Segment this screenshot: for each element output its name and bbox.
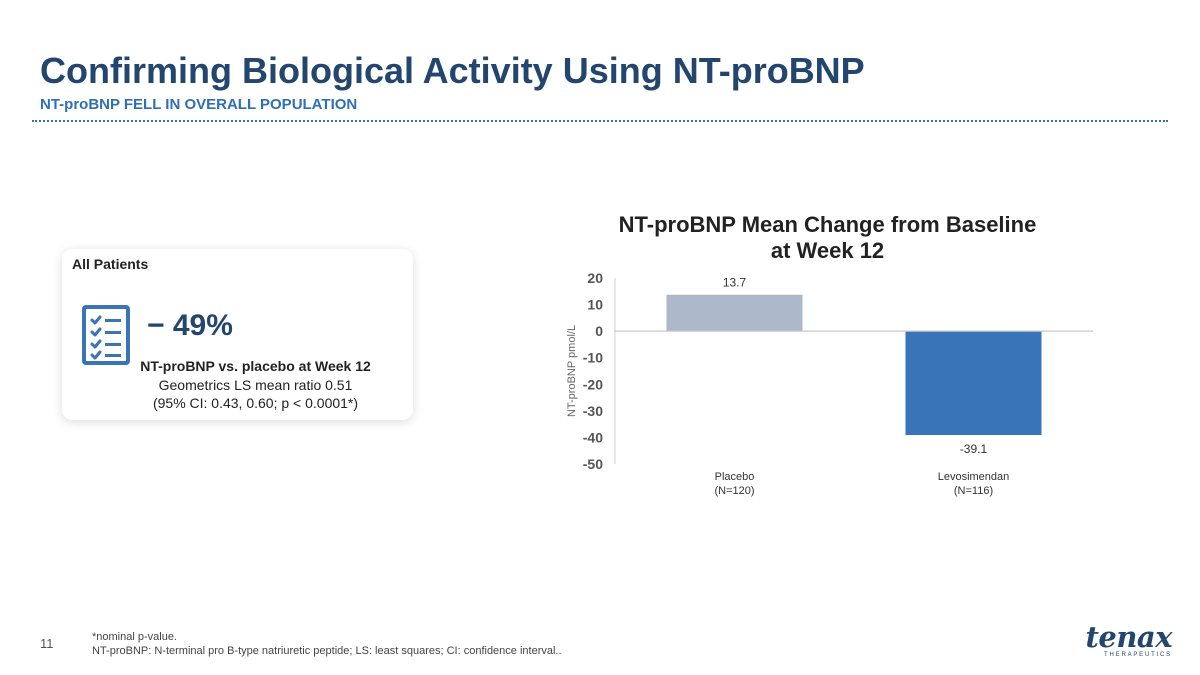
chart-title: NT-proBNP Mean Change from Baseline at W… bbox=[600, 212, 1055, 264]
logo-wordmark: tenax bbox=[1085, 620, 1172, 654]
y-tick-label: -50 bbox=[583, 456, 603, 472]
y-tick-label: 10 bbox=[587, 297, 603, 313]
page-title: Confirming Biological Activity Using NT-… bbox=[40, 50, 865, 91]
x-tick-label: Placebo bbox=[715, 471, 755, 483]
chart-title-line-1: NT-proBNP Mean Change from Baseline bbox=[618, 212, 1037, 237]
company-logo: tenax THERAPEUTICS bbox=[1072, 622, 1172, 658]
y-tick-label: -10 bbox=[583, 350, 603, 366]
page-subtitle: NT-proBNP FELL IN OVERALL POPULATION bbox=[40, 96, 358, 113]
x-tick-sample-size: (N=116) bbox=[954, 485, 993, 497]
page-number: 11 bbox=[40, 636, 54, 651]
bar-chart: 20 10 0 -10 -20 -30 -40 -50 NT-proBNP pmol/L 13.7… bbox=[566, 270, 1093, 497]
y-tick-label: -40 bbox=[583, 429, 603, 445]
y-tick-label: 0 bbox=[595, 323, 603, 339]
checklist-icon bbox=[82, 305, 130, 365]
y-tick-label: 20 bbox=[587, 270, 603, 286]
ratio-change-value: − 49% bbox=[147, 309, 233, 342]
card-ratio: Geometrics LS mean ratio 0.51 bbox=[158, 377, 353, 393]
card-ci: (95% CI: 0.43, 0.60; p < 0.0001*) bbox=[152, 395, 359, 411]
y-tick-label: -30 bbox=[583, 403, 603, 419]
chart-title-line-2: at Week 12 bbox=[770, 238, 885, 263]
footnote-abbreviations: NT-proBNP: N-terminal pro B-type natriur… bbox=[92, 645, 562, 657]
card-comparison: NT-proBNP vs. placebo at Week 12 bbox=[140, 358, 371, 374]
y-tick-label: -20 bbox=[583, 376, 603, 392]
footnote-pvalue: *nominal p-value. bbox=[92, 631, 177, 643]
x-tick-sample-size: (N=120) bbox=[714, 485, 754, 497]
logo-subtitle: THERAPEUTICS bbox=[1104, 652, 1172, 658]
data-label: 13.7 bbox=[723, 276, 747, 290]
title-divider bbox=[32, 120, 1168, 122]
bar-placebo bbox=[666, 294, 803, 332]
data-label: -39.1 bbox=[960, 442, 988, 456]
summary-card: All Patients − 49% NT-proBNP vs. placebo… bbox=[62, 249, 413, 420]
card-label: All Patients bbox=[72, 256, 149, 272]
x-tick-label: Levosimendan bbox=[938, 471, 1010, 483]
bar-levosimendan bbox=[905, 331, 1042, 436]
y-axis-title: NT-proBNP pmol/L bbox=[566, 325, 578, 417]
